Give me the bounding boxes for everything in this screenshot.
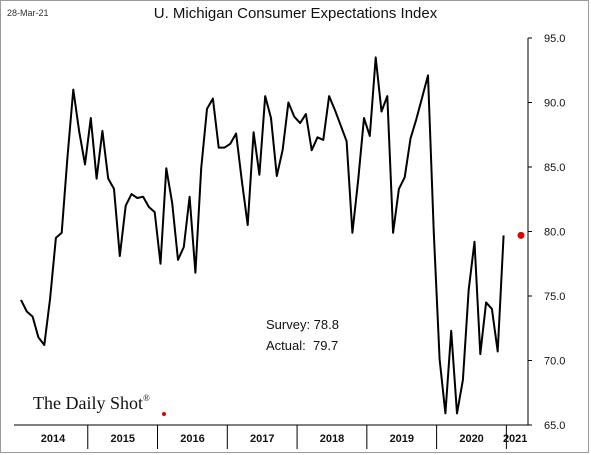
last-point-marker bbox=[517, 231, 525, 239]
axes bbox=[14, 38, 529, 426]
brand-registered-mark: ® bbox=[143, 393, 150, 403]
brand-name: The Daily Shot bbox=[33, 393, 143, 413]
y-tick-label: 75.0 bbox=[544, 291, 565, 303]
survey-annotation: Survey: 78.8 bbox=[266, 317, 339, 332]
brand-logo: The Daily Shot® bbox=[33, 393, 150, 414]
x-tick-label: 2017 bbox=[250, 433, 274, 445]
series-line bbox=[20, 56, 505, 415]
y-tick-label: 80.0 bbox=[544, 227, 565, 239]
y-tick-label: 70.0 bbox=[544, 356, 565, 368]
x-tick-label: 2021 bbox=[503, 433, 527, 445]
x-tick-label: 2019 bbox=[390, 433, 414, 445]
y-tick-label: 65.0 bbox=[544, 420, 565, 432]
y-axis-ticks: 95.0 90.0 85.0 80.0 75.0 70.0 65.0 bbox=[528, 33, 565, 432]
y-tick-label: 85.0 bbox=[544, 162, 565, 174]
date-label: 28-Mar-21 bbox=[7, 8, 49, 18]
chart-title: U. Michigan Consumer Expectations Index bbox=[153, 5, 438, 22]
y-tick-label: 95.0 bbox=[544, 33, 565, 45]
x-axis-labels: 2014 2015 2016 2017 2018 2019 2020 2021 bbox=[41, 425, 527, 449]
x-tick-label: 2018 bbox=[320, 433, 344, 445]
x-tick-label: 2020 bbox=[459, 433, 483, 445]
y-tick-label: 90.0 bbox=[544, 98, 565, 110]
brand-dot bbox=[162, 412, 166, 416]
x-tick-label: 2014 bbox=[41, 433, 66, 445]
actual-annotation: Actual: 79.7 bbox=[266, 338, 339, 353]
x-tick-label: 2016 bbox=[180, 433, 204, 445]
x-tick-label: 2015 bbox=[111, 433, 135, 445]
